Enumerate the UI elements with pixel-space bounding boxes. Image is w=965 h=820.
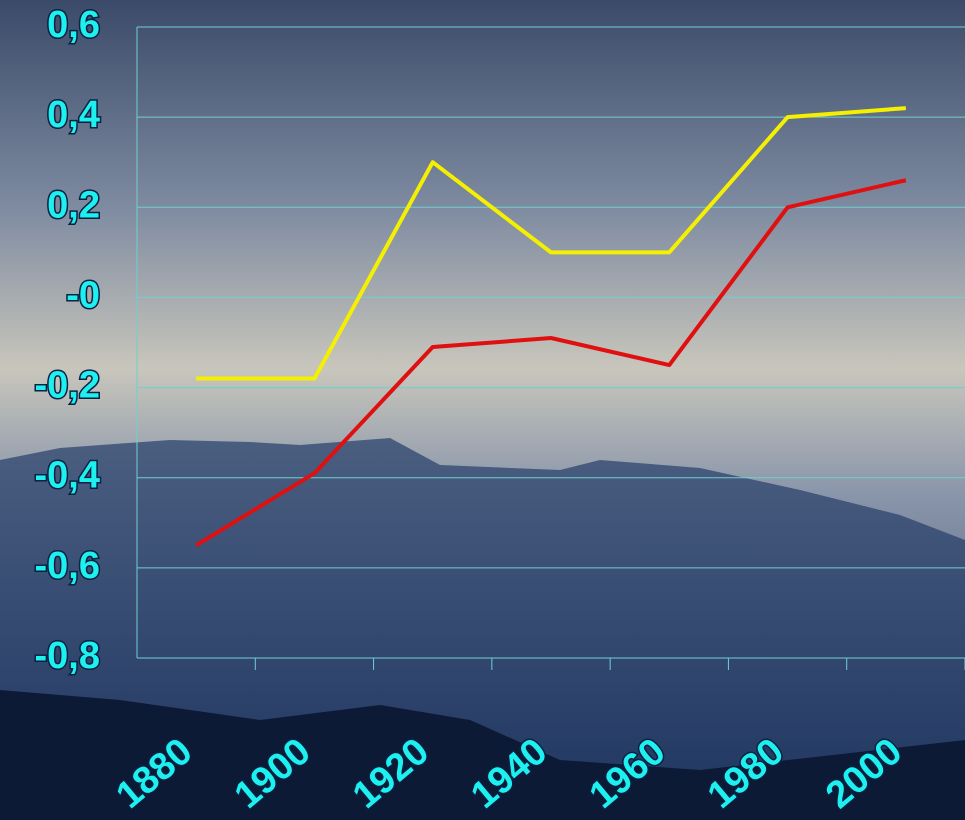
y-tick-label: -0 bbox=[66, 274, 100, 316]
y-tick-label: -0,6 bbox=[35, 545, 100, 587]
y-tick-label: 0,2 bbox=[47, 184, 100, 226]
y-tick-label: 0,4 bbox=[47, 94, 100, 136]
y-tick-label: -0,4 bbox=[35, 455, 100, 497]
y-tick-label: -0,2 bbox=[35, 365, 100, 407]
y-tick-label: -0,8 bbox=[35, 635, 100, 677]
y-tick-label: 0,6 bbox=[47, 4, 100, 46]
series-line bbox=[195, 178, 907, 548]
series-line bbox=[196, 106, 907, 381]
foreground-ridge bbox=[0, 690, 965, 820]
